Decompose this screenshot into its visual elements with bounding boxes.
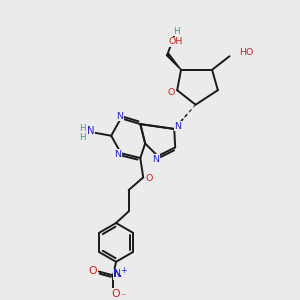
Text: H: H xyxy=(79,124,86,134)
Text: H: H xyxy=(173,26,179,35)
Text: OH: OH xyxy=(168,37,182,46)
Text: O: O xyxy=(112,289,120,299)
Text: N: N xyxy=(87,126,95,136)
Text: HO: HO xyxy=(239,48,254,57)
Text: N: N xyxy=(175,122,182,130)
Text: O: O xyxy=(88,266,97,277)
Text: ⁻: ⁻ xyxy=(120,292,125,300)
Text: O: O xyxy=(145,174,153,183)
Text: N: N xyxy=(116,112,123,121)
Text: N: N xyxy=(113,269,123,279)
Text: N: N xyxy=(115,150,122,159)
Polygon shape xyxy=(167,53,181,70)
Text: +: + xyxy=(121,266,127,275)
Text: N: N xyxy=(152,154,159,164)
Text: O: O xyxy=(168,88,175,97)
Text: H: H xyxy=(79,133,86,142)
